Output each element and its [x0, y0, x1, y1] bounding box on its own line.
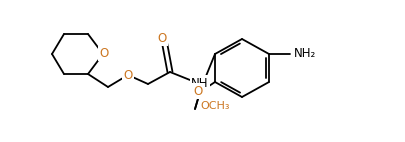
Text: NH₂: NH₂	[293, 46, 315, 59]
Text: O: O	[157, 32, 166, 44]
Text: O: O	[193, 84, 202, 98]
Text: O: O	[123, 68, 132, 82]
Text: O: O	[99, 46, 109, 59]
Text: NH: NH	[190, 77, 208, 89]
Text: OCH₃: OCH₃	[200, 101, 229, 111]
